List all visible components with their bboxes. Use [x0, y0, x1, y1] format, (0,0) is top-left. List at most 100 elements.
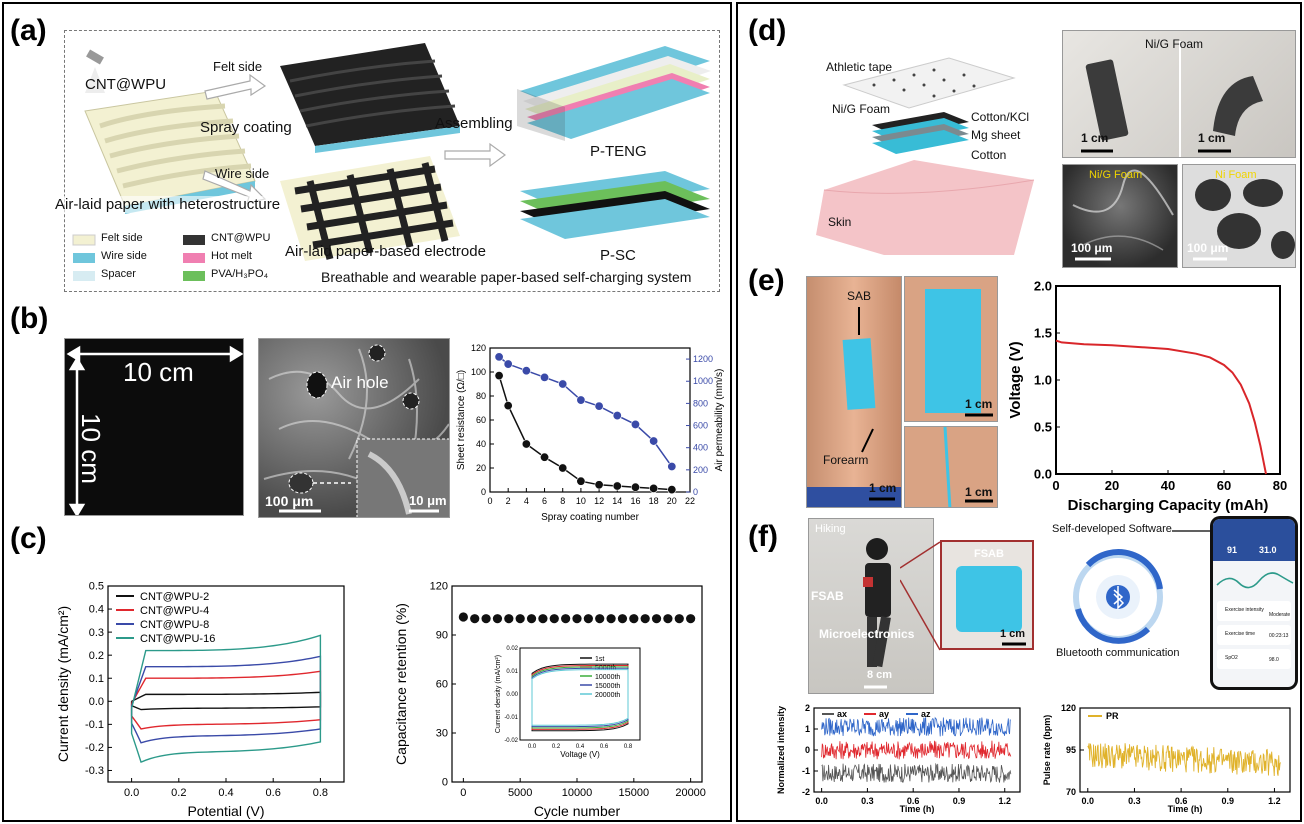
height-dimension-label: 10 cm — [75, 413, 106, 484]
y-axis-label: Normalized intensity — [776, 706, 786, 794]
phone-mockup: 91 31.0 Exercise intensity Moderate Exer… — [1210, 516, 1298, 690]
data-point — [549, 614, 559, 624]
sem-surface-image: Air hole 100 μm 10 μm — [258, 338, 450, 518]
x-tick-label: 6 — [542, 496, 547, 506]
fsab-scale: 1 cm — [1000, 628, 1026, 640]
psc-label: P-SC — [600, 247, 636, 264]
panel-a-illustration — [72, 43, 711, 281]
panel-label-c: (c) — [10, 522, 47, 555]
y-tick-label: 1.0 — [1034, 372, 1052, 387]
data-point — [594, 401, 604, 411]
x-tick-label: 0.0 — [815, 796, 828, 806]
data-point — [558, 379, 568, 389]
x-tick-label: 15000 — [619, 787, 650, 799]
felt-side-electrode-illustration — [280, 43, 460, 153]
software-label: Self-developed Software — [1052, 523, 1172, 535]
y-tick-label: 95 — [1066, 745, 1076, 755]
accel-trace — [821, 716, 1011, 737]
x-tick-label: 0.2 — [171, 787, 186, 799]
x-tick-label: 60 — [1217, 478, 1231, 493]
phone-hr: 91 — [1227, 545, 1238, 555]
forearm-photo: SAB Forearm 1 cm — [806, 276, 902, 508]
y-tick-label: 1.5 — [1034, 325, 1052, 340]
legend-cnt-wpu: CNT@WPU — [211, 232, 271, 244]
x-tick-label: 10 — [576, 496, 586, 506]
panel-label-e: (e) — [748, 264, 785, 297]
y-tick-label: 100 — [471, 367, 486, 377]
spray-gun-icon — [85, 49, 105, 93]
cnt-paper-photo: 10 cm 10 cm — [64, 338, 244, 516]
discharge-curve-chart: 0 20 40 60 80 0.0 0.5 1.0 1.5 2.0 Discharging Capa… — [1007, 278, 1287, 514]
sem-ni-scale: 100 μm — [1187, 241, 1229, 255]
microelectronics-label: Microelectronics — [819, 627, 915, 641]
cotton-kcl-label: Cotton/KCl — [971, 110, 1030, 124]
data-point — [576, 476, 586, 486]
legend-hot-melt: Hot melt — [211, 250, 252, 262]
legend-wire-side: Wire side — [101, 250, 147, 262]
skin-label: Skin — [828, 215, 852, 229]
y-tick-label: 80 — [476, 391, 486, 401]
y2-tick-label: 1000 — [693, 376, 713, 386]
y-tick-label: 0 — [481, 487, 486, 497]
inset-y-tick: 0.00 — [506, 692, 518, 698]
x-tick-label: 0.3 — [1128, 796, 1141, 806]
legend-pva: PVA/H₃PO₄ — [211, 268, 269, 280]
skin-illustration — [816, 160, 1034, 255]
data-point — [503, 359, 513, 369]
x-tick-label: 0.0 — [1082, 796, 1095, 806]
y2-tick-label: 800 — [693, 398, 708, 408]
sab-side-photo: 1 cm — [904, 426, 998, 508]
y-tick-label: 2.0 — [1034, 278, 1052, 293]
panel-a-legend-swatches — [72, 234, 205, 281]
phone-item2: Exercise time — [1225, 631, 1256, 637]
inset-x-tick: 0.2 — [552, 744, 561, 750]
process-arrows — [202, 73, 507, 204]
y2-tick-label: 400 — [693, 443, 708, 453]
legend-label: az — [921, 709, 931, 719]
data-point — [686, 614, 696, 624]
data-point — [503, 401, 513, 411]
phone-item1: Exercise intensity — [1225, 607, 1264, 613]
inset-y-label: Current density (mA/cm²) — [495, 655, 502, 733]
layer-stack-illustration: Athletic tape Ni/G Foam Cotton/KCl Mg sh… — [804, 30, 1054, 260]
data-point — [470, 614, 480, 624]
data-point — [649, 436, 659, 446]
fsab-zoom-photo: FSAB 1 cm — [940, 540, 1034, 650]
felt-side-label: Felt side — [213, 59, 263, 74]
y-tick-label: -2 — [802, 787, 810, 797]
data-point — [558, 463, 568, 473]
x-tick-label: 40 — [1161, 478, 1175, 493]
x-axis-label: Time (h) — [900, 804, 935, 814]
x-tick-label: 0.8 — [313, 787, 328, 799]
forearm-scale: 1 cm — [869, 481, 897, 495]
data-point — [640, 614, 650, 624]
data-point — [572, 614, 582, 624]
sem-ni-label: Ni Foam — [1215, 169, 1257, 181]
y-tick-label: 0.1 — [89, 673, 104, 685]
x-tick-label: 0.6 — [1175, 796, 1188, 806]
y-tick-label: 0.5 — [1034, 419, 1052, 434]
y2-tick-label: 200 — [693, 465, 708, 475]
x-tick-label: 0.4 — [218, 787, 233, 799]
photo-scale-1cm-left: 1 cm — [1081, 131, 1109, 145]
data-point — [612, 481, 622, 491]
x-tick-label: 14 — [612, 496, 622, 506]
sab-label: SAB — [847, 289, 872, 303]
y-tick-label: 0 — [442, 777, 448, 789]
photo-dimension-arrows — [66, 345, 243, 515]
inset-x-tick: 0.4 — [576, 744, 585, 750]
inset-legend-label: 10000th — [595, 674, 620, 681]
plot-area — [1055, 285, 1281, 475]
sem-ni-foam: Ni Foam 100 μm — [1182, 164, 1296, 268]
y-tick-label: -0.3 — [85, 765, 104, 777]
cv-curve — [130, 691, 322, 711]
data-point — [494, 352, 504, 362]
zoom-connector-lines — [900, 541, 940, 651]
x-tick-label: 0 — [487, 496, 492, 506]
sem-texture — [263, 344, 449, 517]
inset-x-tick: 0.6 — [600, 744, 609, 750]
data-point — [576, 395, 586, 405]
sab-closeup-photo: 1 cm — [904, 276, 998, 422]
phone-item1-val: Moderate — [1269, 612, 1291, 618]
x-axis-label: Discharging Capacity (mAh) — [1068, 497, 1269, 514]
